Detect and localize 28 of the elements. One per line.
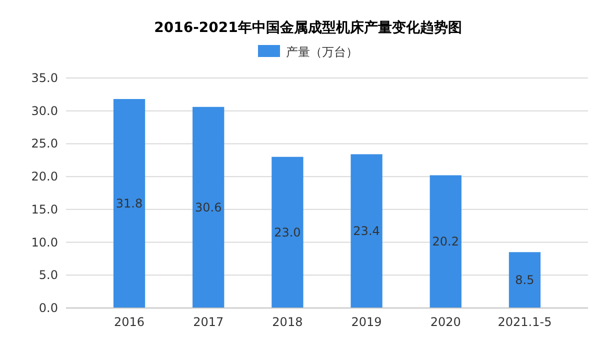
x-tick-label: 2017	[193, 315, 224, 329]
x-tick-label: 2016	[114, 315, 145, 329]
x-tick-label: 2020	[430, 315, 461, 329]
y-tick-label: 0.0	[38, 301, 58, 315]
data-label: 31.8	[116, 196, 143, 211]
x-tick-label: 2019	[351, 315, 382, 329]
bar	[272, 156, 304, 308]
chart-title: 2016-2021年中国金属成型机床产量变化趋势图	[154, 19, 462, 36]
bar	[350, 154, 382, 308]
x-tick-label: 2021.1-5	[498, 315, 552, 329]
y-tick-label: 35.0	[31, 71, 58, 85]
bar	[113, 99, 146, 308]
data-label: 20.2	[432, 234, 459, 249]
bar	[192, 106, 224, 308]
y-tick-label: 30.0	[31, 104, 58, 118]
y-tick-label: 15.0	[31, 202, 58, 216]
legend-label: 产量（万台）	[286, 45, 358, 59]
data-label: 23.4	[353, 224, 380, 238]
data-label: 30.6	[195, 200, 222, 214]
y-tick-label: 20.0	[31, 170, 58, 184]
bar	[508, 252, 541, 308]
x-tick-label: 2018	[272, 315, 303, 329]
y-tick-label: 5.0	[38, 268, 58, 282]
y-tick-label: 25.0	[31, 136, 58, 151]
y-tick-label: 10.0	[31, 235, 58, 250]
data-label: 23.0	[274, 225, 301, 240]
data-label: 8.5	[515, 273, 534, 288]
bar	[430, 175, 462, 308]
